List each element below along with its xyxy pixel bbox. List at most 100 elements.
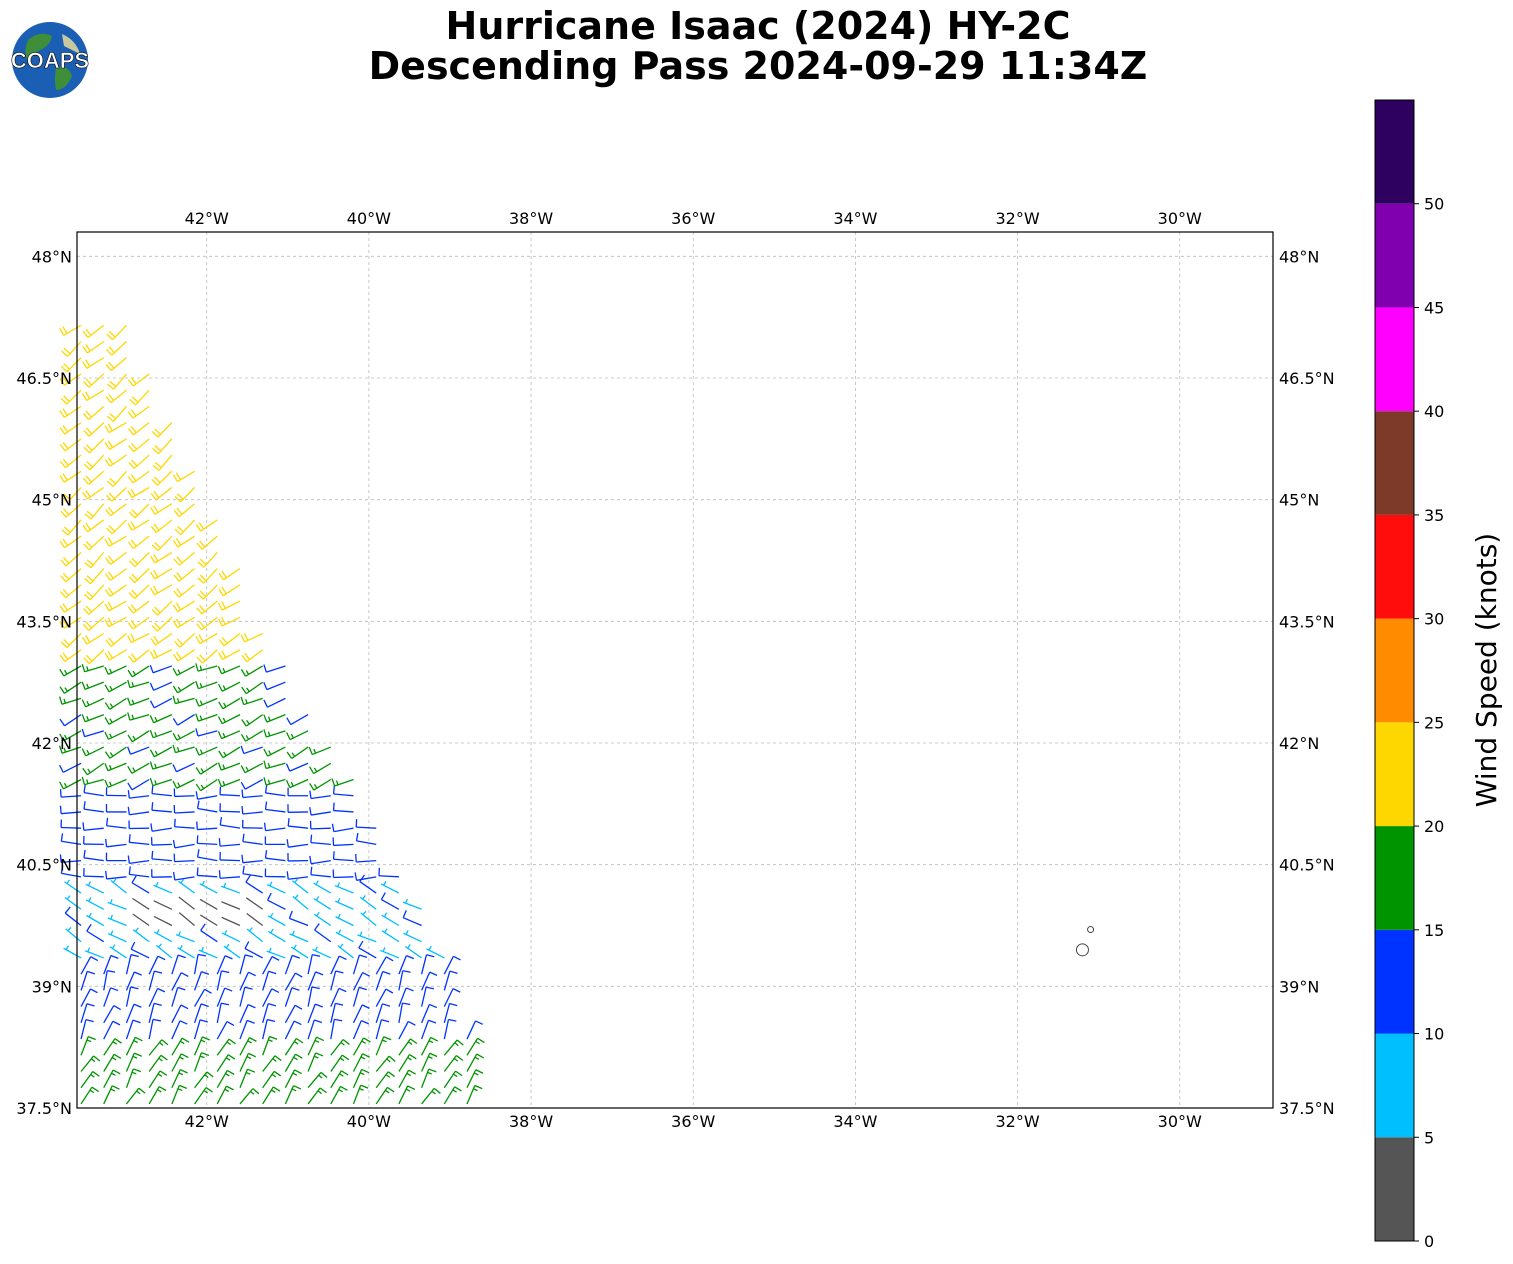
wind-barb xyxy=(330,1054,350,1072)
wind-barb xyxy=(398,987,414,1007)
wind-barb xyxy=(125,954,139,975)
wind-barb xyxy=(59,422,82,435)
wind-barb xyxy=(312,946,332,959)
wind-barb xyxy=(266,947,286,959)
wind-barb xyxy=(218,632,241,647)
wind-barb xyxy=(104,649,127,661)
wind-barb xyxy=(421,1036,439,1056)
wind-barb xyxy=(194,988,212,1007)
wind-barb xyxy=(171,986,186,1007)
wind-barb xyxy=(443,1018,457,1040)
wind-barb xyxy=(307,1003,323,1024)
wind-barb xyxy=(106,519,127,535)
wind-barb xyxy=(314,923,332,943)
wind-barb xyxy=(426,945,445,959)
wind-barb xyxy=(221,929,241,943)
wind-barb xyxy=(359,874,377,894)
wind-barb xyxy=(129,389,150,406)
map-title: Hurricane Isaac (2024) HY-2C Descending … xyxy=(0,6,1513,86)
wind-barb xyxy=(421,1087,441,1105)
wind-barb xyxy=(148,1039,169,1056)
wind-barb xyxy=(82,324,105,339)
wind-barb xyxy=(105,551,127,565)
wind-barb xyxy=(380,947,400,959)
wind-barb xyxy=(196,849,218,862)
wind-barb xyxy=(59,730,82,742)
wind-barb xyxy=(107,373,127,390)
wind-barb xyxy=(195,778,218,792)
wind-barb xyxy=(264,784,286,797)
wind-barb xyxy=(128,820,150,830)
lon-label-top: 40°W xyxy=(347,209,391,228)
wind-barb xyxy=(150,503,173,515)
wind-barb xyxy=(155,943,173,959)
wind-barb xyxy=(262,988,280,1007)
wind-barb xyxy=(60,833,82,846)
wind-barb xyxy=(127,712,150,721)
wind-barb xyxy=(149,681,173,691)
wind-barb xyxy=(284,1053,303,1072)
wind-barb xyxy=(239,1003,256,1024)
wind-barb xyxy=(223,943,241,959)
colorbar-tick-label: 40 xyxy=(1424,402,1444,421)
wind-barb xyxy=(105,568,127,581)
wind-barb xyxy=(197,551,218,568)
wind-barb xyxy=(287,804,309,813)
wind-barb xyxy=(466,1020,483,1040)
wind-barb xyxy=(175,931,195,943)
wind-barb xyxy=(332,851,354,862)
wind-barb xyxy=(152,454,173,471)
wind-barb xyxy=(286,839,309,848)
wind-barb xyxy=(197,584,218,600)
lon-label-top: 38°W xyxy=(509,209,553,228)
wind-barb xyxy=(241,806,263,815)
wind-barb xyxy=(59,373,82,386)
lat-label-left: 46.5°N xyxy=(16,369,72,388)
wind-barb xyxy=(307,1052,324,1072)
wind-barb xyxy=(307,1087,327,1105)
wind-barb xyxy=(313,896,332,910)
azores-islands xyxy=(1075,926,1095,957)
wind-barb xyxy=(466,1069,484,1089)
wind-barb xyxy=(194,1087,213,1105)
wind-barb xyxy=(262,955,280,975)
wind-barb xyxy=(171,1004,189,1024)
wind-barb xyxy=(330,1002,344,1023)
wind-barb xyxy=(81,389,105,402)
wind-barb xyxy=(239,986,253,1007)
wind-barb xyxy=(216,1002,230,1023)
wind-barb xyxy=(375,1086,395,1105)
wind-barb xyxy=(285,778,309,789)
wind-barb xyxy=(149,665,173,674)
coaps-logo: COAPS xyxy=(11,22,89,98)
wind-barb xyxy=(375,1071,396,1089)
wind-barb xyxy=(107,899,127,910)
wind-barb xyxy=(284,954,300,975)
wind-barb xyxy=(246,912,264,927)
wind-barb xyxy=(195,762,218,775)
wind-barb xyxy=(332,837,354,847)
colorbar-bin xyxy=(1375,826,1414,930)
wind-barb xyxy=(81,681,104,690)
wind-barb xyxy=(63,945,82,959)
wind-barb xyxy=(246,927,264,943)
wind-barb xyxy=(239,1068,256,1088)
wind-barb xyxy=(398,955,415,975)
wind-barb xyxy=(148,1018,161,1040)
lat-label-left: 45°N xyxy=(32,491,72,510)
wind-barb xyxy=(443,988,461,1007)
colorbar-bin xyxy=(1375,100,1414,204)
wind-barb xyxy=(443,970,458,991)
wind-barb xyxy=(264,868,286,878)
colorbar-bin xyxy=(1375,514,1414,619)
wind-barb xyxy=(178,912,195,926)
wind-barb xyxy=(404,944,422,959)
wind-barb xyxy=(357,931,377,943)
wind-barb xyxy=(241,681,264,695)
wind-barb xyxy=(443,1086,462,1105)
lat-label-right: 37.5°N xyxy=(1279,1099,1335,1118)
wind-barb xyxy=(216,1054,236,1072)
wind-barb xyxy=(262,1086,281,1105)
wind-barb xyxy=(60,584,82,599)
lat-label-right: 39°N xyxy=(1279,977,1319,996)
